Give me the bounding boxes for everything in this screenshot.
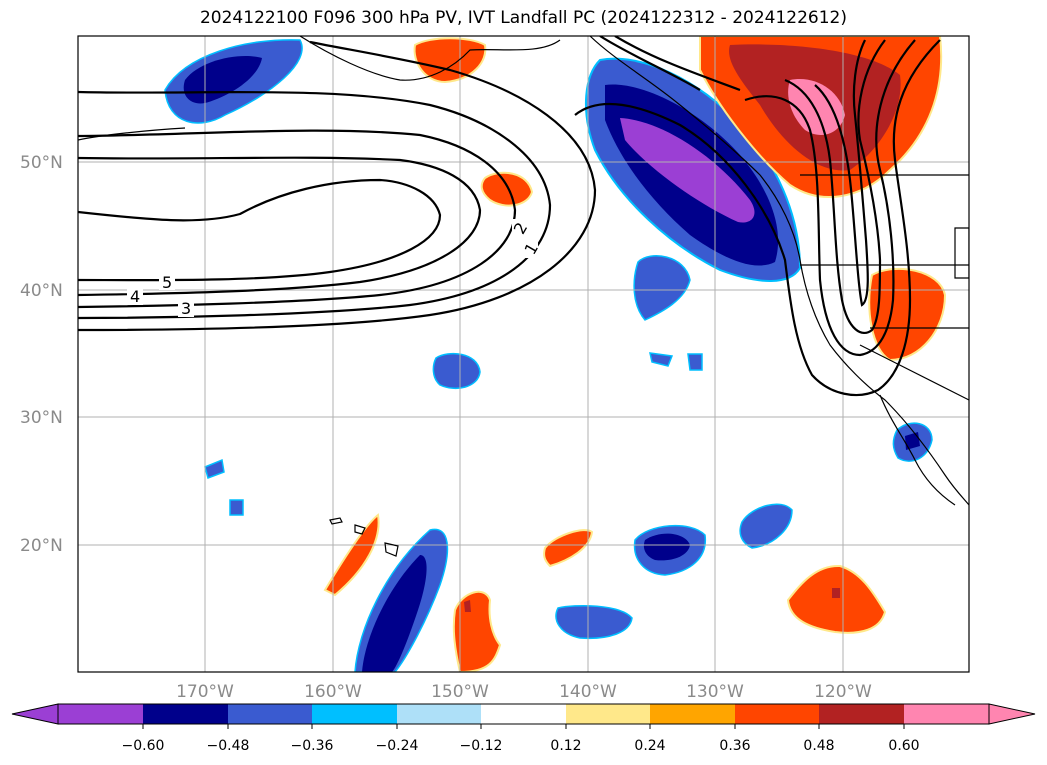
colorbar-extend-low: [11, 703, 59, 725]
colorbar-tick-label: 0.12: [550, 738, 581, 754]
lat-label: 30°N: [20, 408, 63, 428]
lon-label: 140°W: [559, 682, 617, 702]
longitude-labels: 170°W 160°W 150°W 140°W 130°W 120°W: [176, 682, 872, 702]
colorbar-segment: [819, 704, 904, 724]
colorbar-segment: [650, 704, 735, 724]
negative-anomaly-region: [555, 604, 633, 640]
colorbar-tick-label: 0.48: [803, 738, 834, 754]
negative-anomaly-core: [905, 432, 920, 450]
negative-anomaly-core: [362, 555, 427, 672]
contour-line-4: [814, 39, 869, 307]
lat-label: 50°N: [20, 153, 63, 173]
contour-label-3: 3: [181, 299, 191, 318]
positive-anomaly-region: [543, 529, 594, 568]
colorbar-extend-high: [988, 703, 1036, 725]
contour-line-1: [78, 40, 597, 332]
map-gridlines: [78, 36, 969, 672]
colorbar-tick-label: −0.48: [207, 738, 250, 754]
negative-anomaly-region: [739, 503, 793, 549]
contour-labels: 5 4 3 2 1: [127, 219, 542, 318]
colorbar-segment: [228, 704, 312, 724]
negative-anomaly-region: [432, 352, 481, 389]
contour-line-2: [744, 39, 916, 357]
lat-label: 40°N: [20, 281, 63, 301]
ivt-contours: [78, 36, 941, 397]
positive-anomaly-core: [832, 588, 840, 598]
colorbar-segment: [735, 704, 819, 724]
colorbar-ticks: [142, 724, 905, 729]
lon-label: 150°W: [431, 682, 489, 702]
colorbar-tick-label: −0.12: [460, 738, 503, 754]
lon-label: 130°W: [686, 682, 744, 702]
colorbar-segment: [481, 704, 566, 724]
latitude-labels: 50°N 40°N 30°N 20°N: [20, 153, 63, 556]
lon-label: 160°W: [304, 682, 362, 702]
contour-line-4: [78, 156, 482, 297]
colorbar-tick-label: 0.24: [634, 738, 665, 754]
colorbar-segment: [143, 704, 228, 724]
lon-label: 170°W: [176, 682, 234, 702]
colorbar-segment: [566, 704, 650, 724]
coastlines: [78, 36, 969, 557]
contour-label-4: 4: [130, 287, 140, 306]
colorbar-tick-label: −0.36: [291, 738, 334, 754]
colorbar-segment: [58, 704, 143, 724]
colorbar-segment: [397, 704, 481, 724]
negative-anomaly-peak: [620, 118, 755, 223]
colorbar-tick-labels: −0.60 −0.48 −0.36 −0.24 −0.12 0.12 0.24 …: [122, 738, 920, 754]
colorbar-tick-label: −0.60: [122, 738, 165, 754]
contour-line-1: [574, 39, 941, 397]
colorbar-outline: [57, 703, 990, 725]
contour-line-2: [78, 90, 552, 320]
lon-label: 120°W: [814, 682, 872, 702]
negative-anomaly-region: [633, 255, 691, 321]
colorbar-tick-label: 0.60: [888, 738, 919, 754]
contour-line-5: [78, 178, 442, 282]
positive-anomaly-region: [786, 564, 887, 634]
colorbar-segment: [312, 704, 397, 724]
map-frame: [77, 35, 970, 673]
colorbar-tick-label: 0.36: [719, 738, 750, 754]
positive-anomaly-region: [323, 513, 380, 597]
colorbar-segment: [904, 704, 989, 724]
map-title: 2024122100 F096 300 hPa PV, IVT Landfall…: [199, 8, 847, 28]
colorbar-tick-label: −0.24: [376, 738, 419, 754]
contour-label-5: 5: [162, 273, 172, 292]
negative-anomaly-region: [229, 499, 244, 516]
negative-anomaly-region: [204, 458, 225, 479]
contour-line-3: [784, 39, 886, 334]
positive-anomaly-region: [480, 171, 534, 207]
contour-line-3: [78, 129, 517, 309]
negative-anomaly-core: [643, 533, 690, 561]
negative-anomaly-region: [649, 352, 674, 367]
colorbar: −0.60 −0.48 −0.36 −0.24 −0.12 0.12 0.24 …: [11, 703, 1036, 754]
lat-label: 20°N: [20, 536, 63, 556]
negative-anomaly-region: [687, 353, 703, 371]
positive-anomaly-core: [464, 600, 471, 612]
positive-anomaly-region: [413, 37, 487, 84]
